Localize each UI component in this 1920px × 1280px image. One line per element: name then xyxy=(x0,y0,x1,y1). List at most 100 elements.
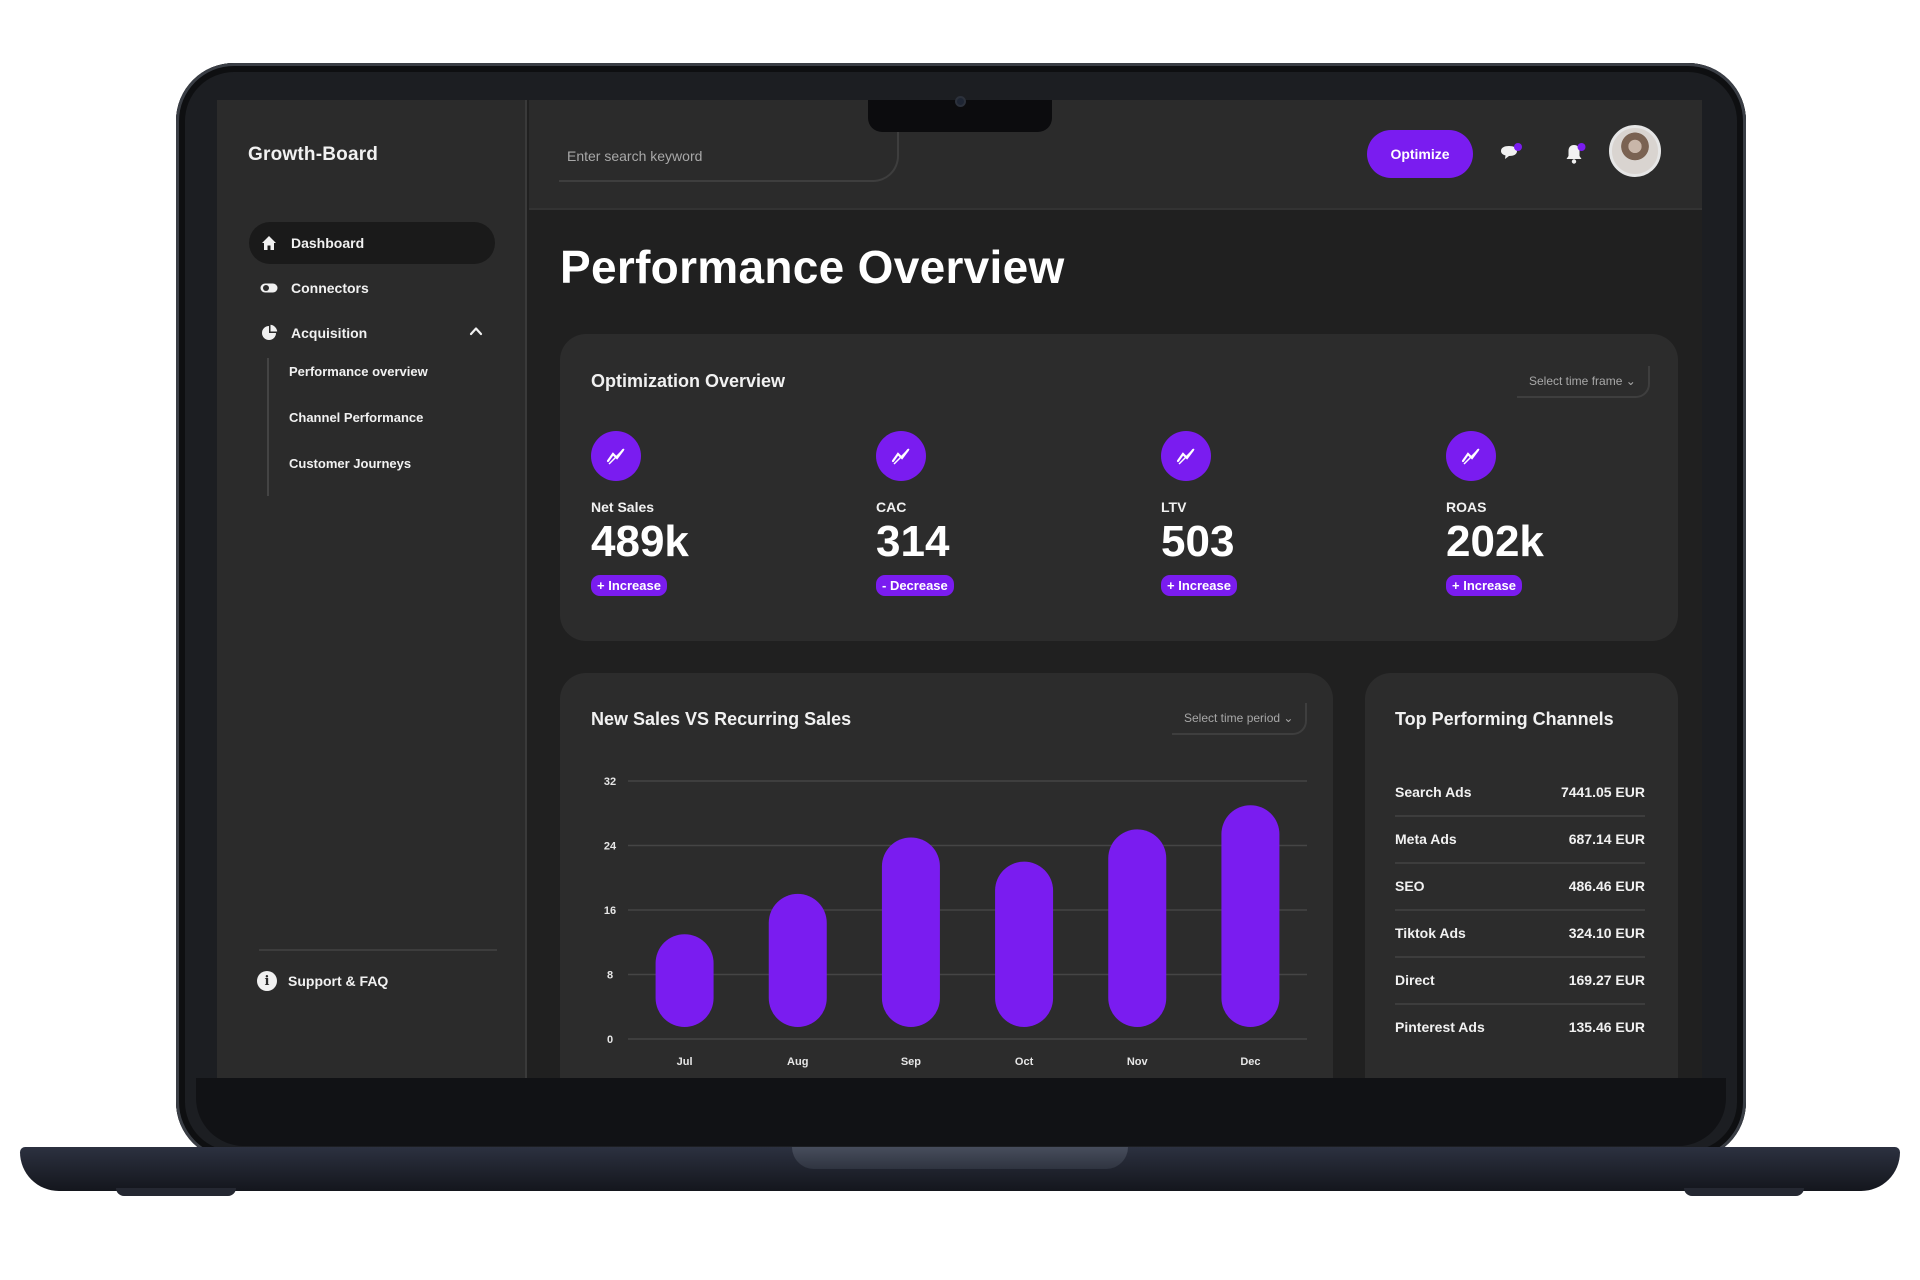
trend-icon xyxy=(876,431,926,481)
laptop-bezel-bottom xyxy=(196,1078,1726,1146)
time-period-label: Select time period xyxy=(1184,711,1281,725)
channel-name: Tiktok Ads xyxy=(1395,925,1466,941)
screen: Growth-Board Dashboard Connectors Acquis… xyxy=(217,100,1702,1078)
sales-chart-title: New Sales VS Recurring Sales xyxy=(591,709,852,729)
metric-cac: CAC 314 - Decrease xyxy=(876,431,1096,597)
channel-row-search-ads[interactable]: Search Ads 7441.05 EUR xyxy=(1395,769,1645,815)
sales-chart-card: New Sales VS Recurring Sales Select time… xyxy=(560,673,1333,1078)
channel-divider xyxy=(1395,815,1645,817)
channel-divider xyxy=(1395,862,1645,864)
chevron-down-icon: ⌄ xyxy=(1283,711,1294,725)
channel-name: Direct xyxy=(1395,972,1435,988)
x-tick-label: Oct xyxy=(1015,1056,1034,1068)
laptop-foot-left xyxy=(116,1188,236,1196)
bell-icon[interactable] xyxy=(1562,142,1588,168)
pie-chart-icon xyxy=(259,324,279,342)
channel-row-seo[interactable]: SEO 486.46 EUR xyxy=(1395,863,1645,909)
avatar[interactable] xyxy=(1609,125,1661,177)
bar-nov[interactable] xyxy=(1108,829,1167,1027)
brand-name: Growth-Board xyxy=(248,144,379,165)
channel-divider xyxy=(1395,1003,1645,1005)
channel-divider xyxy=(1395,909,1645,911)
sidebar-item-connectors[interactable]: Connectors xyxy=(249,267,495,309)
y-tick-label: 8 xyxy=(607,970,613,982)
sidebar-item-label: Connectors xyxy=(291,280,369,296)
x-tick-label: Jul xyxy=(677,1056,693,1068)
channel-value: 135.46 EUR xyxy=(1568,1019,1645,1035)
trend-badge: + Increase xyxy=(1446,575,1522,597)
info-icon: i xyxy=(257,971,277,991)
channel-row-direct[interactable]: Direct 169.27 EUR xyxy=(1395,957,1645,1003)
top-channels-card: Top Performing Channels Search Ads 7441.… xyxy=(1365,673,1678,1078)
y-tick-label: 32 xyxy=(604,776,616,788)
time-period-dropdown[interactable]: Select time period ⌄ xyxy=(1172,703,1308,735)
time-frame-label: Select time frame xyxy=(1529,374,1623,388)
metric-value: 489k xyxy=(591,517,689,566)
laptop-base-notch xyxy=(792,1147,1128,1169)
metric-label: CAC xyxy=(876,499,907,515)
channel-divider xyxy=(1395,956,1645,958)
channel-value: 486.46 EUR xyxy=(1568,878,1645,894)
bar-dec[interactable] xyxy=(1221,805,1280,1027)
sidebar-item-acquisition[interactable]: Acquisition xyxy=(249,312,495,354)
bar-oct[interactable] xyxy=(995,861,1054,1027)
x-tick-label: Aug xyxy=(787,1056,808,1068)
channel-row-pinterest-ads[interactable]: Pinterest Ads 135.46 EUR xyxy=(1395,1004,1645,1050)
channel-name: SEO xyxy=(1395,878,1425,894)
channel-name: Search Ads xyxy=(1395,784,1472,800)
metric-value: 314 xyxy=(876,517,950,566)
channel-value: 169.27 EUR xyxy=(1568,972,1645,988)
bar-aug[interactable] xyxy=(768,893,827,1027)
y-tick-label: 24 xyxy=(604,841,617,853)
x-tick-label: Dec xyxy=(1240,1056,1260,1068)
metric-label: LTV xyxy=(1161,499,1187,515)
top-channels-title: Top Performing Channels xyxy=(1395,709,1614,729)
y-tick-label: 16 xyxy=(604,905,616,917)
chevron-up-icon[interactable] xyxy=(469,324,483,338)
sidebar-subitem-customer-journeys[interactable]: Customer Journeys xyxy=(289,456,412,471)
bar-jul[interactable] xyxy=(655,934,714,1027)
search-input[interactable]: Enter search keyword xyxy=(559,132,899,182)
channel-value: 7441.05 EUR xyxy=(1560,784,1645,800)
submenu-line xyxy=(267,358,269,496)
trend-badge: - Decrease xyxy=(876,575,954,597)
metric-net-sales: Net Sales 489k + Increase xyxy=(591,431,811,597)
optimize-button[interactable]: Optimize xyxy=(1367,130,1473,178)
laptop-foot-right xyxy=(1684,1188,1804,1196)
bar-sep[interactable] xyxy=(881,837,940,1027)
home-icon xyxy=(259,235,279,251)
support-faq-link[interactable]: i Support & FAQ xyxy=(257,971,388,991)
sidebar-item-label: Acquisition xyxy=(291,325,368,341)
metric-value: 202k xyxy=(1446,517,1544,566)
optimization-overview-title: Optimization Overview xyxy=(591,371,786,391)
metric-label: Net Sales xyxy=(591,499,655,515)
sidebar: Growth-Board Dashboard Connectors Acquis… xyxy=(217,100,527,1078)
trend-icon xyxy=(591,431,641,481)
camera-icon xyxy=(955,96,966,107)
top-bar: Enter search keyword Optimize xyxy=(529,100,1702,210)
time-frame-dropdown[interactable]: Select time frame ⌄ xyxy=(1517,366,1650,398)
sidebar-subitem-channel-performance[interactable]: Channel Performance xyxy=(289,410,424,425)
metric-roas: ROAS 202k + Increase xyxy=(1446,431,1666,597)
channel-row-meta-ads[interactable]: Meta Ads 687.14 EUR xyxy=(1395,816,1645,862)
trend-badge: + Increase xyxy=(591,575,667,597)
sidebar-divider xyxy=(259,949,497,951)
sidebar-item-dashboard[interactable]: Dashboard xyxy=(249,222,495,264)
x-tick-label: Nov xyxy=(1127,1056,1149,1068)
chat-icon[interactable] xyxy=(1497,142,1523,168)
metric-value: 503 xyxy=(1161,517,1235,566)
y-tick-label: 0 xyxy=(607,1034,613,1046)
channel-name: Meta Ads xyxy=(1395,831,1457,847)
channel-row-tiktok-ads[interactable]: Tiktok Ads 324.10 EUR xyxy=(1395,910,1645,956)
sidebar-item-label: Dashboard xyxy=(291,235,365,251)
toggle-icon xyxy=(259,282,279,294)
sidebar-subitem-performance-overview[interactable]: Performance overview xyxy=(289,364,428,379)
channel-value: 687.14 EUR xyxy=(1568,831,1645,847)
optimization-overview-card: Optimization Overview Select time frame … xyxy=(560,334,1678,641)
trend-icon xyxy=(1161,431,1211,481)
x-tick-label: Sep xyxy=(901,1056,921,1068)
metric-label: ROAS xyxy=(1446,499,1487,515)
support-label: Support & FAQ xyxy=(288,973,389,989)
channel-value: 324.10 EUR xyxy=(1568,925,1645,941)
page-title: Performance Overview xyxy=(560,241,1065,293)
